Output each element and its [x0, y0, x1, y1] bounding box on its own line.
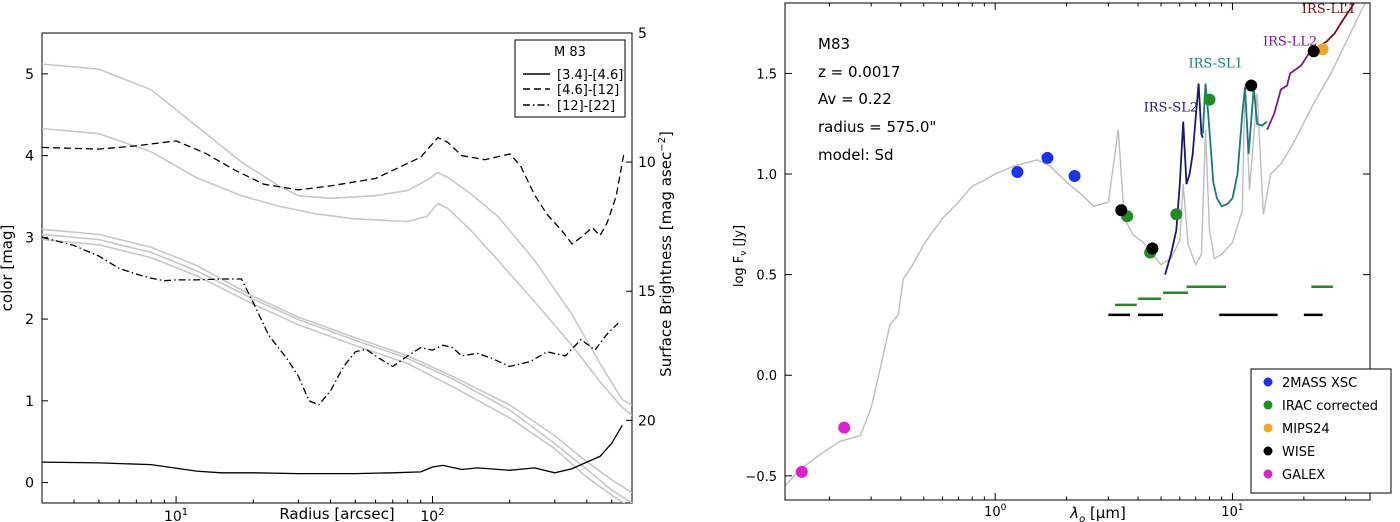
legend-label-irac: IRAC corrected [1282, 399, 1378, 414]
sed-x-axis-label: λo [μm] [1069, 504, 1126, 522]
chart2-frame [784, 2, 1371, 501]
legend-label-galex: GALEX [1282, 468, 1325, 483]
x-tick-label: 101 [164, 507, 188, 522]
y-tick-label: 5 [25, 67, 34, 83]
chart1-legend: M 83 [3.4]-[4.6] [4.6]-[12] [12]-[22] [514, 39, 626, 118]
annotation-z: z = 0.0017 [818, 63, 900, 81]
legend-label-2: [12]-[22] [557, 99, 615, 114]
y-tick-label: 4 [25, 149, 34, 165]
sed-x-label-rest: [μm] [1085, 504, 1126, 522]
y2-axis-label-sup: −2 [657, 137, 668, 152]
y-tick-label: 0 [25, 476, 34, 492]
point-wise [1307, 45, 1320, 58]
x-axis-label: Radius [arcsec] [279, 505, 394, 522]
point-2mass-xsc [1068, 170, 1081, 183]
point-irac-corrected [1170, 208, 1183, 221]
y-tick-label: 1 [25, 394, 34, 410]
series-profile-1 [42, 63, 632, 406]
model-sed-line [785, 3, 1366, 487]
sed-x-tick-label: 101 [1221, 503, 1243, 520]
photometry-points [795, 43, 1329, 478]
y2-axis-label-main: Surface Brightness [mag asec [657, 152, 675, 377]
sed-legend-box [1250, 368, 1392, 494]
chart1-ticks: 0 1 2 3 4 5 5 10 15 20 101 102 [25, 26, 656, 522]
y2-tick-label: 20 [638, 413, 656, 429]
annotation-model: model: Sd [818, 146, 894, 164]
irs-segment-irs-sl1 [1201, 83, 1268, 208]
sed-y-axis-label: log Fν [Jy] [732, 225, 749, 287]
sed-chart: IRS-SL2 IRS-SL1 IRS-LL2 IRS-LL1 −0.5 0.0 0.5 1… [732, 2, 1392, 522]
sed-legend: 2MASS XSC IRAC corrected MIPS24 WISE GAL… [1250, 368, 1392, 494]
legend-marker-2mass [1263, 377, 1273, 387]
legend-label-1: [4.6]-[12] [557, 83, 619, 98]
y-tick-label: 3 [25, 230, 34, 246]
sed-x-label-sub: o [1079, 514, 1085, 522]
filter-bandwidths [1108, 285, 1333, 317]
annotation-name: M83 [818, 35, 850, 53]
sed-y-label-main: log F [732, 256, 747, 287]
y2-axis-label-close: ] [657, 131, 675, 137]
color-curves [42, 136, 625, 475]
y2-tick-label: 15 [638, 284, 656, 300]
point-wise [1146, 242, 1159, 255]
sed-y-tick-label: −0.5 [745, 470, 777, 485]
series-profile-2 [42, 127, 632, 416]
point-irac-corrected [1203, 93, 1216, 106]
point-wise [1245, 79, 1258, 92]
series--12-22- [42, 236, 619, 406]
sed-y-tick-label: 0.0 [756, 369, 777, 384]
irs-label: IRS-SL2 [1144, 101, 1199, 116]
chart1-legend-title: M 83 [554, 45, 586, 60]
legend-label-0: [3.4]-[4.6] [557, 68, 623, 83]
sed-x-tick-label: 100 [984, 503, 1007, 520]
legend-marker-mips [1263, 423, 1273, 433]
annotation-radius: radius = 575.0" [818, 118, 936, 136]
y-tick-label: 2 [25, 312, 34, 328]
series-profile-3 [42, 228, 632, 494]
chart1-legend-box [514, 39, 626, 118]
surface-brightness-curves [42, 63, 632, 503]
radial-profile-chart: 0 1 2 3 4 5 5 10 15 20 101 102 Radius [arcsec] colo… [0, 26, 675, 522]
irs-labels: IRS-SL2 IRS-SL1 IRS-LL2 IRS-LL1 [1144, 2, 1356, 116]
x-tick-label: 102 [420, 507, 444, 522]
y2-tick-label: 10 [638, 155, 656, 171]
legend-label-mips: MIPS24 [1282, 422, 1330, 437]
legend-marker-galex [1263, 469, 1273, 479]
sed-y-label-rest: [Jy] [732, 225, 747, 251]
irs-label: IRS-LL1 [1302, 2, 1356, 17]
y2-tick-label: 5 [638, 26, 647, 42]
point-galex [838, 421, 851, 434]
y-axis-label: color [mag] [0, 225, 16, 312]
legend-marker-irac [1263, 400, 1273, 410]
sed-y-label-sub: ν [739, 251, 749, 256]
y2-axis-label: Surface Brightness [mag asec−2] [657, 131, 675, 377]
irs-label: IRS-SL1 [1188, 56, 1243, 71]
sed-y-tick-label: 0.5 [756, 269, 777, 284]
irs-spectra [1164, 3, 1356, 275]
chart1-frame [41, 32, 633, 504]
series--4-6-12- [42, 136, 625, 245]
legend-marker-wise [1263, 446, 1273, 456]
point-mips24 [1316, 43, 1329, 56]
sed-annotations: M83 z = 0.0017 Av = 0.22 radius = 575.0"… [818, 35, 936, 164]
point-galex [795, 465, 808, 478]
point-2mass-xsc [1041, 151, 1054, 164]
sed-y-tick-label: 1.0 [756, 168, 777, 183]
series-profile-5 [42, 238, 626, 503]
series--3-4-4-6- [42, 424, 623, 475]
legend-label-2mass: 2MASS XSC [1282, 376, 1357, 391]
chart2-ticks: −0.5 0.0 0.5 1.0 1.5 100 101 [745, 3, 1370, 520]
sed-y-tick-label: 1.5 [756, 67, 777, 82]
sed-x-label-main: λ [1069, 504, 1079, 522]
irs-label: IRS-LL2 [1263, 34, 1317, 49]
point-2mass-xsc [1011, 166, 1024, 179]
irs-segment-irs-ll2 [1266, 52, 1310, 131]
legend-label-wise: WISE [1282, 445, 1315, 460]
irs-segment-irs-sl2 [1164, 83, 1204, 275]
annotation-av: Av = 0.22 [818, 90, 892, 108]
model-sed [785, 3, 1366, 487]
point-wise [1115, 204, 1128, 217]
